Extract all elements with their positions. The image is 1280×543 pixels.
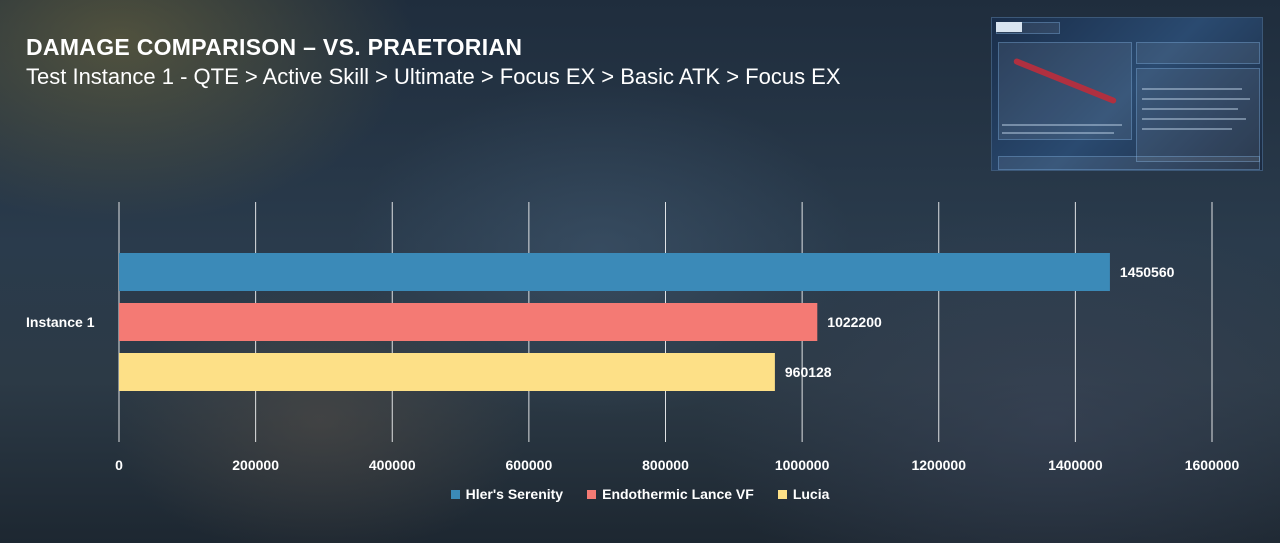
bar-1 <box>119 303 818 341</box>
chart-subtitle: Test Instance 1 - QTE > Active Skill > U… <box>26 64 841 89</box>
legend-item: Hler's Serenity <box>450 486 564 502</box>
bar-value-label: 1450560 <box>1120 264 1175 280</box>
bar-value-label: 960128 <box>785 364 832 380</box>
weapon-screenshot-thumbnail <box>991 17 1263 171</box>
category-label: Instance 1 <box>26 314 95 330</box>
chart-title: DAMAGE COMPARISON – VS. PRAETORIAN <box>26 34 523 60</box>
x-tick-label: 1200000 <box>911 457 966 473</box>
x-tick-label: 600000 <box>506 457 553 473</box>
x-tick-label: 800000 <box>642 457 689 473</box>
x-tick-label: 400000 <box>369 457 416 473</box>
chart-legend: Hler's Serenity Endothermic Lance VF Lucia <box>0 486 1280 502</box>
legend-label: Hler's Serenity <box>465 486 564 502</box>
x-tick-label: 0 <box>115 457 123 473</box>
legend-swatch <box>450 489 460 499</box>
legend-swatch <box>777 489 787 499</box>
legend-item: Lucia <box>777 486 830 502</box>
legend-item: Endothermic Lance VF <box>587 486 754 502</box>
x-tick-label: 1000000 <box>775 457 830 473</box>
bar-value-label: 1022200 <box>827 314 882 330</box>
bar-2 <box>119 353 775 391</box>
x-tick-label: 1600000 <box>1185 457 1240 473</box>
x-tick-label: 1400000 <box>1048 457 1103 473</box>
legend-swatch <box>587 489 597 499</box>
bar-0 <box>119 253 1110 291</box>
legend-label: Endothermic Lance VF <box>602 486 754 502</box>
x-tick-label: 200000 <box>232 457 279 473</box>
legend-label: Lucia <box>792 486 830 502</box>
